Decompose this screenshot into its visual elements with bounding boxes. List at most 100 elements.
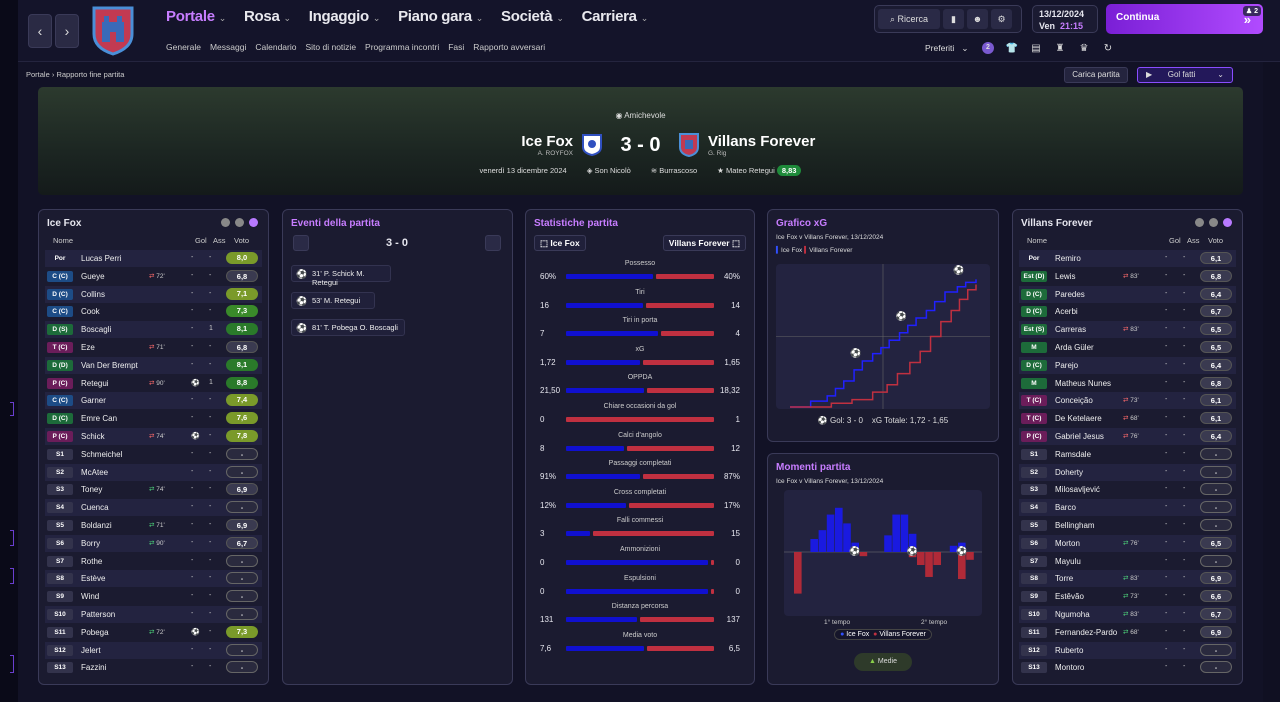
date-display[interactable]: 13/12/2024 Ven 21:15 <box>1032 5 1098 33</box>
messages-badge-icon[interactable]: 2 <box>980 40 996 56</box>
view-toggle[interactable] <box>1195 218 1232 227</box>
player-name[interactable]: Emre Can <box>81 414 118 424</box>
player-name[interactable]: Boscagli <box>81 325 112 335</box>
player-name[interactable]: Jelert <box>81 645 101 655</box>
breadcrumb-root[interactable]: Portale <box>26 70 50 79</box>
player-name[interactable]: Acerbi <box>1055 307 1078 317</box>
player-name[interactable]: Lewis <box>1055 271 1076 281</box>
player-name[interactable]: Remiro <box>1055 254 1081 263</box>
player-name[interactable]: McAtee <box>81 467 109 477</box>
player-row[interactable]: S8 Torre ⇄ 83' - - 6,9 <box>1019 570 1236 588</box>
player-name[interactable]: Estêvão <box>1055 592 1084 602</box>
face-button[interactable]: ☻ <box>967 9 988 29</box>
player-name[interactable]: Ramsdale <box>1055 449 1092 459</box>
player-row[interactable]: S13 Montoro - - - <box>1019 659 1236 676</box>
submenu-item-1[interactable]: Messaggi <box>209 42 247 52</box>
player-row[interactable]: P (C) Retegui ⇄ 90' ⚽ 1 8,8 <box>45 375 262 392</box>
player-name[interactable]: Parejo <box>1055 360 1079 370</box>
player-row[interactable]: S6 Morton ⇄ 76' - - 6,5 <box>1019 534 1236 552</box>
player-row[interactable]: D (C) Parejo - - 6,4 <box>1019 356 1236 374</box>
submenu-item-4[interactable]: Programma incontri <box>365 42 440 52</box>
player-name[interactable]: Doherty <box>1055 467 1084 477</box>
player-row[interactable]: S11 Fernandez-Pardo ⇄ 68' - - 6,9 <box>1019 624 1236 641</box>
player-row[interactable]: S1 Schmeichel - - - <box>45 446 262 463</box>
goal-event[interactable]: ⚽ 53' M. Retegui <box>291 292 375 309</box>
player-name[interactable]: Gabriel Jesus <box>1055 432 1104 441</box>
club-crest-icon[interactable] <box>92 6 134 56</box>
player-row[interactable]: D (S) Boscagli - 1 8,1 <box>45 321 262 339</box>
player-row[interactable]: P (C) Gabriel Jesus ⇄ 76' - - 6,4 <box>1019 428 1236 445</box>
player-row[interactable]: D (D) Van Der Brempt - - 8,1 <box>45 356 262 374</box>
player-row[interactable]: S9 Wind - - - <box>45 588 262 605</box>
player-row[interactable]: S10 Ngumoha ⇄ 83' - - 6,7 <box>1019 606 1236 623</box>
view-toggle[interactable] <box>221 218 258 227</box>
player-name[interactable]: Arda Güler <box>1055 343 1094 352</box>
player-name[interactable]: Gueye <box>81 271 105 281</box>
best-player[interactable]: ★ Mateo Retegui 8,83 <box>717 165 802 176</box>
player-row[interactable]: S12 Ruberto - - - <box>1019 641 1236 659</box>
player-name[interactable]: Torre <box>1055 574 1074 584</box>
averages-button[interactable]: ▲ Medie <box>854 653 912 671</box>
goal-event[interactable]: ⚽ 31' P. Schick M. Retegui <box>291 265 391 287</box>
player-name[interactable]: Retegui <box>81 378 109 388</box>
submenu-item-2[interactable]: Calendario <box>255 42 297 52</box>
player-name[interactable]: Pobega <box>81 627 109 637</box>
player-row[interactable]: S13 Fazzini - - - <box>45 659 262 676</box>
player-name[interactable]: Borry <box>81 538 101 548</box>
goals-dropdown[interactable]: ▶ Gol fatti ⌄ <box>1137 67 1233 83</box>
player-name[interactable]: Paredes <box>1055 289 1085 299</box>
away-team-block[interactable]: Villans Forever G. Rig <box>708 133 815 157</box>
player-name[interactable]: Morton <box>1055 538 1080 548</box>
load-match-button[interactable]: Carica partita <box>1064 67 1128 83</box>
player-row[interactable]: C (C) Gueye ⇄ 72' - - 6,8 <box>45 268 262 285</box>
document-icon[interactable]: ▤ <box>1031 42 1041 54</box>
menu-item-3[interactable]: Piano gara ⌄ <box>398 8 483 25</box>
player-row[interactable]: S5 Boldanzi ⇄ 71' - - 6,9 <box>45 517 262 534</box>
tactics-icon[interactable]: ♜ <box>1055 42 1065 54</box>
player-name[interactable]: Bellingham <box>1055 521 1095 530</box>
player-name[interactable]: Garner <box>81 396 106 406</box>
player-name[interactable]: Van Der Brempt <box>81 360 138 370</box>
player-row[interactable]: S2 McAtee - - - <box>45 463 262 481</box>
home-team-block[interactable]: Ice Fox A. ROYFOX <box>521 133 573 157</box>
notes-button[interactable]: ▮ <box>943 9 964 29</box>
player-name[interactable]: Fernandez-Pardo <box>1055 627 1118 637</box>
player-row[interactable]: Por Remiro - - 6,1 <box>1019 250 1236 267</box>
menu-item-0[interactable]: Portale ⌄ <box>166 8 226 25</box>
player-name[interactable]: Eze <box>81 343 95 352</box>
player-name[interactable]: Carreras <box>1055 325 1087 335</box>
player-row[interactable]: S7 Rothe - - - <box>45 553 262 570</box>
submenu-item-5[interactable]: Fasi <box>448 42 465 52</box>
player-row[interactable]: D (C) Emre Can - - 7,6 <box>45 410 262 427</box>
player-row[interactable]: S11 Pobega ⇄ 72' ⚽ - 7,3 <box>45 624 262 641</box>
refresh-icon[interactable]: ↻ <box>1103 42 1113 54</box>
player-row[interactable]: C (C) Garner - - 7,4 <box>45 392 262 410</box>
goal-event[interactable]: ⚽ 81' T. Pobega O. Boscagli <box>291 319 405 336</box>
forward-button[interactable]: › <box>55 14 79 48</box>
player-name[interactable]: Barco <box>1055 503 1076 513</box>
submenu-item-6[interactable]: Rapporto avversari <box>473 42 546 52</box>
player-name[interactable]: Cuenca <box>81 503 109 513</box>
player-name[interactable]: Ngumoha <box>1055 610 1090 619</box>
player-name[interactable]: Patterson <box>81 610 116 619</box>
player-row[interactable]: Est (D) Lewis ⇄ 83' - - 6,8 <box>1019 268 1236 285</box>
player-row[interactable]: S4 Barco - - - <box>1019 499 1236 517</box>
continue-button[interactable]: Continua » ♟ 2 <box>1106 4 1263 34</box>
trophy-icon[interactable]: ♛ <box>1079 42 1089 54</box>
player-name[interactable]: Schick <box>81 432 105 441</box>
player-name[interactable]: Rothe <box>81 556 103 566</box>
submenu-item-3[interactable]: Sito di notizie <box>305 42 357 52</box>
player-row[interactable]: S9 Estêvão ⇄ 73' - - 6,6 <box>1019 588 1236 605</box>
player-row[interactable]: M Arda Güler - - 6,5 <box>1019 339 1236 356</box>
player-name[interactable]: Milosavljević <box>1055 485 1100 495</box>
back-button[interactable]: ‹ <box>28 14 52 48</box>
menu-item-1[interactable]: Rosa ⌄ <box>244 8 291 25</box>
search-button[interactable]: ⌕ Ricerca <box>878 9 940 29</box>
player-row[interactable]: C (C) Cook - - 7,3 <box>45 303 262 320</box>
player-row[interactable]: Est (S) Carreras ⇄ 83' - - 6,5 <box>1019 321 1236 339</box>
player-name[interactable]: Ruberto <box>1055 645 1084 655</box>
favourites-dropdown[interactable]: Preferiti ⌄ <box>925 43 969 54</box>
player-row[interactable]: S1 Ramsdale - - - <box>1019 446 1236 463</box>
player-row[interactable]: M Matheus Nunes - - 6,8 <box>1019 375 1236 392</box>
player-row[interactable]: Por Lucas Perri - - 8,0 <box>45 250 262 267</box>
